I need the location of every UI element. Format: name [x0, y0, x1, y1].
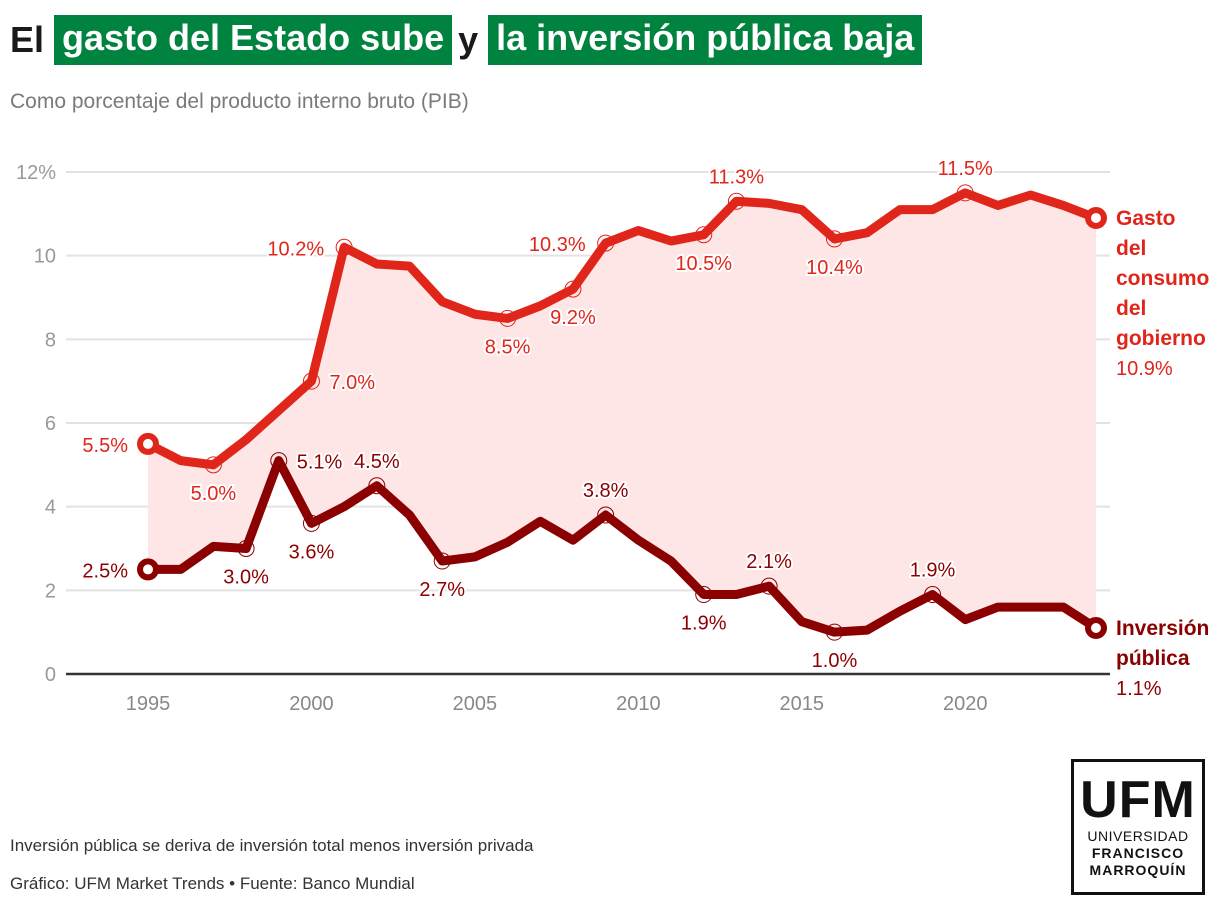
data-label: 2.7% — [419, 579, 465, 601]
series-line-public-investment — [143, 456, 1101, 637]
data-point-marker — [956, 184, 974, 202]
x-tick-label: 1995 — [126, 693, 171, 715]
series-end-label: Gasto — [1116, 207, 1176, 230]
area-layer — [148, 192, 1096, 633]
data-point-marker — [695, 586, 713, 604]
data-label: 7.0% — [329, 372, 375, 394]
logo-line-2: FRANCISCO — [1091, 844, 1185, 861]
endpoint-marker — [1085, 207, 1107, 230]
data-point-marker — [597, 506, 615, 524]
line-layer — [143, 188, 1101, 637]
data-label: 3.0% — [223, 567, 269, 589]
source-credit: Gráfico: UFM Market Trends • Fuente: Ban… — [10, 874, 415, 893]
data-point-marker — [727, 192, 745, 210]
series-end-label: del — [1116, 297, 1146, 320]
data-point-marker — [760, 577, 778, 595]
series-line-gov-consumption — [143, 188, 1101, 470]
data-point-marker — [302, 514, 320, 532]
series-end-value: 10.9% — [1116, 358, 1173, 380]
x-tick-label: 2015 — [780, 693, 825, 715]
endpoint-marker — [137, 432, 159, 455]
logo-line-1: UNIVERSIDAD — [1087, 827, 1189, 844]
chart-title: El gasto del Estado sube y la inversión … — [10, 12, 926, 68]
data-label: 2.1% — [746, 551, 792, 573]
data-label: 3.8% — [583, 480, 629, 502]
series-end-label: gobierno — [1116, 327, 1206, 350]
y-tick-label: 0 — [45, 664, 56, 686]
data-point-marker — [825, 623, 843, 641]
series-end-label: del — [1116, 237, 1146, 260]
endpoint-marker — [137, 558, 159, 581]
data-label: 10.3% — [529, 234, 586, 256]
data-point-marker — [695, 226, 713, 244]
y-tick-label: 4 — [45, 497, 56, 519]
logo-line-3: MARROQUÍN — [1089, 861, 1187, 878]
data-label: 5.0% — [191, 483, 237, 505]
data-point-marker — [237, 540, 255, 557]
title-highlight-1: gasto del Estado sube — [54, 15, 453, 65]
shaded-area — [148, 192, 1096, 633]
data-label: 8.5% — [485, 336, 531, 358]
logo-acronym: UFM — [1080, 770, 1196, 829]
y-tick-label: 2 — [45, 580, 56, 602]
data-label: 9.2% — [550, 307, 596, 329]
x-tick-label: 2000 — [289, 693, 334, 715]
data-label: 1.9% — [910, 560, 956, 582]
series-end-label: pública — [1116, 647, 1190, 670]
title-highlight-2: la inversión pública baja — [488, 15, 923, 65]
data-point-marker — [302, 372, 320, 390]
data-label: 11.5% — [938, 158, 993, 180]
data-label: 2.5% — [82, 560, 128, 582]
marker-layer — [137, 184, 1107, 641]
data-point-marker — [270, 452, 288, 470]
data-label: 10.2% — [267, 238, 324, 260]
x-tick-label: 2020 — [943, 693, 988, 715]
series-end-value: 1.1% — [1116, 678, 1162, 700]
title-part-2: y — [458, 19, 479, 60]
data-label: 11.3% — [709, 166, 764, 188]
data-point-marker — [368, 477, 386, 495]
data-point-marker — [204, 456, 222, 474]
x-tick-label: 2005 — [453, 693, 498, 715]
data-label: 10.5% — [675, 253, 732, 275]
data-label: 10.4% — [806, 257, 863, 279]
y-tick-label: 12% — [16, 162, 56, 184]
data-label: 4.5% — [354, 451, 400, 473]
title-part-1: El — [10, 19, 45, 60]
chart-subtitle: Como porcentaje del producto interno bru… — [10, 90, 469, 113]
data-point-marker — [433, 552, 451, 570]
data-label: 5.1% — [297, 452, 343, 474]
data-label: 3.6% — [289, 541, 335, 563]
data-point-marker — [564, 280, 582, 298]
y-tick-label: 6 — [45, 413, 56, 435]
x-tick-label: 2010 — [616, 693, 661, 715]
data-label: 5.5% — [82, 435, 128, 457]
y-tick-label: 8 — [45, 329, 56, 351]
series-end-label: Inversión — [1116, 617, 1209, 640]
y-tick-label: 10 — [34, 246, 56, 268]
data-point-marker — [825, 230, 843, 248]
data-label: 1.0% — [812, 650, 858, 672]
ufm-logo: UFM UNIVERSIDAD FRANCISCO MARROQUÍN — [1071, 759, 1205, 895]
label-layer: 5.5% 5.0% 7.0% 10.2% 8.5% 9.2% 10.3% 10.5% 11.3%… — [80, 156, 1209, 700]
data-point-marker — [499, 309, 517, 327]
series-end-label: consumo — [1116, 267, 1209, 290]
footnote: Inversión pública se deriva de inversión… — [10, 836, 534, 855]
data-point-marker — [335, 238, 353, 256]
data-point-marker — [597, 234, 615, 252]
data-point-marker — [924, 586, 942, 604]
endpoint-marker — [1085, 616, 1107, 639]
data-label: 1.9% — [681, 613, 727, 635]
